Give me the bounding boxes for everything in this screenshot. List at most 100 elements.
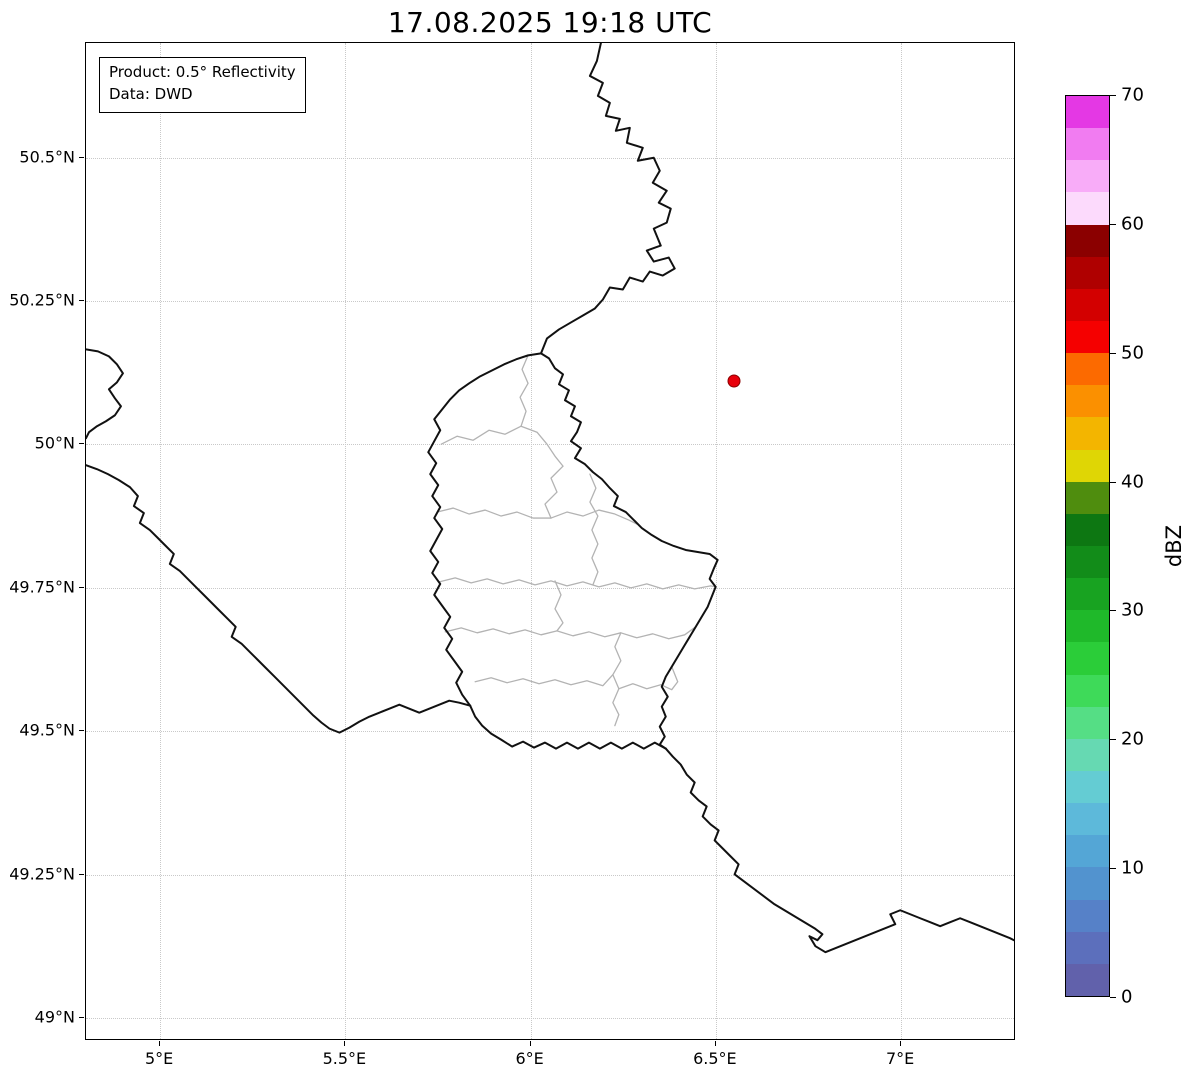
country-border xyxy=(469,704,667,750)
data-source-label: Data: DWD xyxy=(109,84,193,103)
country-border xyxy=(664,747,1014,954)
colorbar-segment xyxy=(1066,513,1109,546)
y-gridline xyxy=(86,731,1014,733)
colorbar-segment xyxy=(1066,96,1109,129)
x-gridline xyxy=(715,43,717,1039)
y-tick-label: 50.25°N xyxy=(9,290,75,310)
colorbar-tick-label: 50 xyxy=(1121,342,1144,364)
colorbar-segment xyxy=(1066,192,1109,225)
colorbar-segment xyxy=(1066,803,1109,836)
colorbar xyxy=(1065,95,1110,997)
district-border xyxy=(440,425,564,467)
y-tick-mark xyxy=(79,1017,84,1019)
colorbar-segment xyxy=(1066,931,1109,964)
colorbar-tick-mark xyxy=(1110,997,1116,998)
colorbar-segment xyxy=(1066,610,1109,643)
country-border xyxy=(427,352,543,707)
y-gridline xyxy=(86,1018,1014,1020)
colorbar-tick-label: 10 xyxy=(1121,857,1144,879)
district-border xyxy=(554,580,564,632)
district-border xyxy=(612,632,622,727)
colorbar-segment xyxy=(1066,256,1109,289)
colorbar-axis-label: dBZ xyxy=(1162,524,1186,568)
colorbar-tick-label: 30 xyxy=(1121,599,1144,621)
radar-site-marker xyxy=(727,374,741,388)
colorbar-segment xyxy=(1066,353,1109,386)
y-tick-mark xyxy=(79,156,84,158)
y-gridline xyxy=(86,587,1014,589)
district-border xyxy=(438,577,717,590)
y-tick-label: 49.25°N xyxy=(9,864,75,884)
colorbar-tick-label: 60 xyxy=(1121,213,1144,235)
x-gridline xyxy=(345,43,347,1039)
y-tick-mark xyxy=(79,873,84,875)
y-gridline xyxy=(86,301,1014,303)
country-border xyxy=(540,352,719,750)
colorbar-segment xyxy=(1066,899,1109,932)
colorbar-tick-mark xyxy=(1110,95,1116,96)
colorbar-tick-label: 0 xyxy=(1121,986,1133,1008)
product-label: Product: 0.5° Reflectivity xyxy=(109,63,296,81)
colorbar-segment xyxy=(1066,706,1109,739)
district-border xyxy=(544,465,564,519)
x-gridline xyxy=(530,43,532,1039)
colorbar-tick-mark xyxy=(1110,223,1116,225)
colorbar-segment xyxy=(1066,385,1109,418)
colorbar-segment xyxy=(1066,481,1109,514)
country-border xyxy=(540,43,676,355)
y-tick-mark xyxy=(79,586,84,588)
x-tick-mark xyxy=(159,1041,161,1046)
map-borders-layer xyxy=(86,43,1014,954)
district-border xyxy=(436,507,552,519)
colorbar-segment xyxy=(1066,835,1109,868)
x-tick-label: 5.5°E xyxy=(322,1049,367,1068)
colorbar-tick-label: 70 xyxy=(1121,84,1144,106)
colorbar-segment xyxy=(1066,674,1109,707)
district-border xyxy=(550,509,638,525)
district-border xyxy=(519,354,529,427)
country-border xyxy=(86,348,124,440)
colorbar-tick-label: 40 xyxy=(1121,471,1144,493)
colorbar-tick-mark xyxy=(1110,610,1116,612)
country-border xyxy=(86,464,472,734)
y-tick-mark xyxy=(79,730,84,732)
y-gridline xyxy=(86,157,1014,159)
district-border xyxy=(474,674,614,687)
x-tick-label: 7°E xyxy=(885,1049,915,1068)
x-tick-label: 6°E xyxy=(515,1049,544,1068)
colorbar-segment xyxy=(1066,224,1109,257)
y-tick-label: 50°N xyxy=(34,433,75,453)
y-tick-mark xyxy=(79,300,84,302)
colorbar-segment xyxy=(1066,771,1109,804)
y-gridline xyxy=(86,874,1014,876)
colorbar-segment xyxy=(1066,738,1109,771)
y-gridline xyxy=(86,444,1014,446)
colorbar-tick-mark xyxy=(1110,352,1116,354)
x-gridline xyxy=(901,43,903,1039)
x-tick-mark xyxy=(344,1041,346,1046)
y-tick-label: 49.5°N xyxy=(19,720,75,740)
colorbar-segment xyxy=(1066,417,1109,450)
colorbar-tick-mark xyxy=(1110,739,1116,741)
colorbar-segment xyxy=(1066,546,1109,579)
y-tick-label: 49°N xyxy=(34,1007,75,1027)
x-tick-label: 6.5°E xyxy=(693,1049,737,1068)
colorbar-segment xyxy=(1066,578,1109,611)
colorbar-segment xyxy=(1066,321,1109,354)
district-border xyxy=(444,626,697,640)
colorbar-segment xyxy=(1066,642,1109,675)
y-tick-label: 50.5°N xyxy=(19,147,75,167)
colorbar-segment xyxy=(1066,867,1109,900)
map-plot-area: Product: 0.5° Reflectivity Data: DWD xyxy=(85,42,1015,1040)
y-tick-label: 49.75°N xyxy=(9,577,75,597)
x-tick-mark xyxy=(714,1041,716,1046)
colorbar-tick-label: 20 xyxy=(1121,728,1144,750)
colorbar-tick-mark xyxy=(1110,868,1116,870)
district-border xyxy=(589,473,599,586)
figure-title: 17.08.2025 19:18 UTC xyxy=(387,6,713,39)
colorbar-segment xyxy=(1066,128,1109,161)
y-tick-mark xyxy=(79,443,84,445)
colorbar-segment xyxy=(1066,288,1109,321)
colorbar-tick-mark xyxy=(1110,481,1116,483)
